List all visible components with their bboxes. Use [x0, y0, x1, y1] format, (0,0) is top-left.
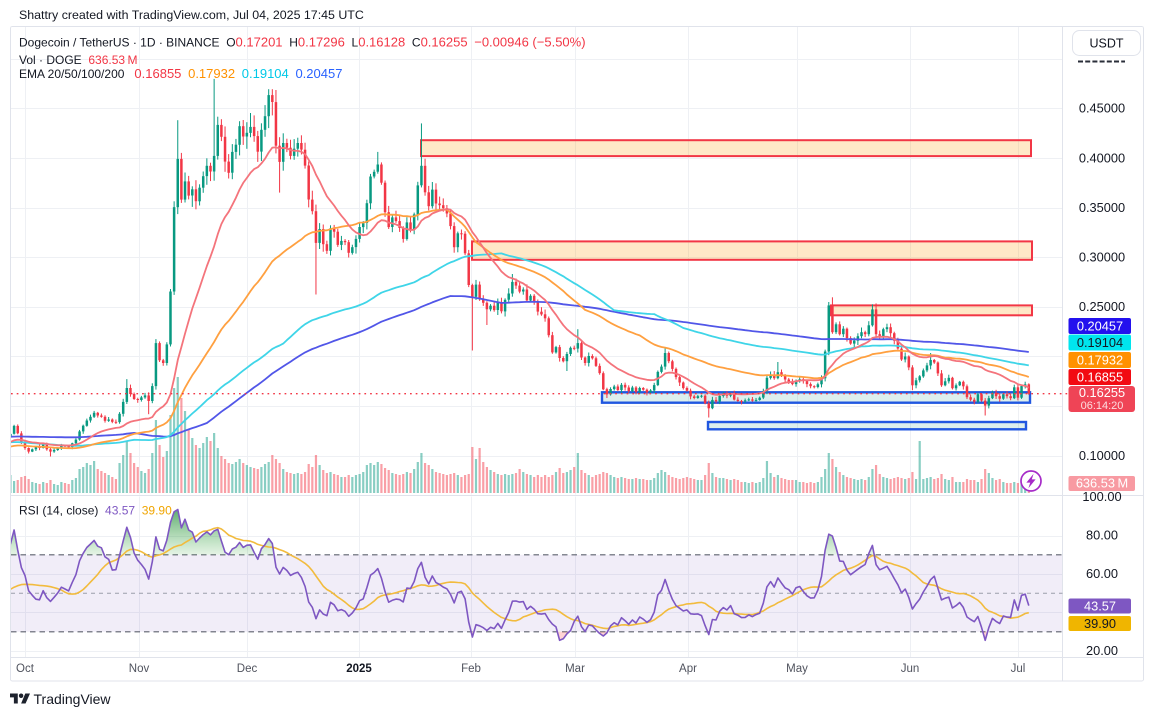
svg-text:0.16255: 0.16255 [1079, 385, 1125, 400]
svg-text:20.00: 20.00 [1086, 643, 1118, 658]
svg-text:0.25000: 0.25000 [1079, 299, 1125, 314]
svg-text:RSI (14, close) 43.57 39.90: RSI (14, close) 43.57 39.90 [19, 504, 172, 518]
svg-text:0.10000: 0.10000 [1079, 448, 1125, 463]
svg-text:May: May [786, 663, 808, 675]
svg-text:60.00: 60.00 [1086, 566, 1118, 581]
svg-text:636.53 M: 636.53 M [1076, 475, 1128, 490]
svg-text:0.17932: 0.17932 [1077, 352, 1123, 367]
svg-text:Mar: Mar [565, 663, 585, 675]
svg-text:Shattry created with TradingVi: Shattry created with TradingView.com, Ju… [19, 8, 364, 22]
svg-text:Nov: Nov [129, 663, 150, 675]
svg-text:TradingView: TradingView [34, 691, 112, 707]
svg-text:0.16855: 0.16855 [1077, 369, 1123, 384]
svg-text:0.40000: 0.40000 [1079, 150, 1125, 165]
svg-text:Jul: Jul [1011, 663, 1026, 675]
svg-text:EMA 20/50/100/200 0.16855 0: EMA 20/50/100/200 0.16855 0.17932 0.1910… [19, 66, 342, 81]
svg-text:80.00: 80.00 [1086, 528, 1118, 543]
svg-text:06:14:20: 06:14:20 [1081, 400, 1124, 412]
svg-text:0.20457: 0.20457 [1077, 318, 1123, 333]
svg-text:2025: 2025 [346, 663, 372, 675]
svg-text:39.90: 39.90 [1084, 616, 1116, 631]
svg-text:Dogecoin / TetherUS · 1D · BIN: Dogecoin / TetherUS · 1D · BINANCE O0.17… [19, 34, 586, 49]
svg-text:0.30000: 0.30000 [1079, 250, 1125, 265]
svg-text:43.57: 43.57 [1084, 598, 1116, 613]
svg-text:Apr: Apr [679, 663, 697, 675]
svg-text:Vol · DOGE 636.53 M: Vol · DOGE 636.53 M [19, 53, 137, 67]
svg-text:USDT: USDT [1089, 36, 1123, 50]
svg-text:Feb: Feb [461, 663, 481, 675]
svg-text:100.00: 100.00 [1082, 489, 1121, 504]
svg-text:0.45000: 0.45000 [1079, 101, 1125, 116]
svg-text:Jun: Jun [901, 663, 920, 675]
svg-text:0.19104: 0.19104 [1077, 335, 1123, 350]
svg-text:0.35000: 0.35000 [1079, 200, 1125, 215]
svg-text:Dec: Dec [237, 663, 258, 675]
svg-text:Oct: Oct [16, 663, 35, 675]
